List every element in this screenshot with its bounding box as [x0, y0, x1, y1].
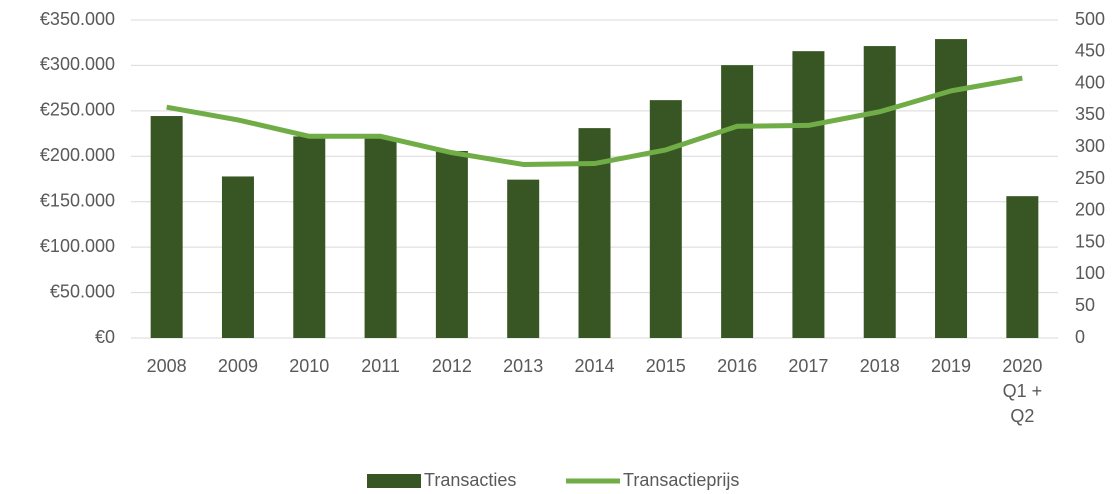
x-tick-label: 2020 Q1 + Q2 [1002, 356, 1043, 426]
x-tick-label: 2011 [361, 356, 400, 376]
y-tick-label: €200.000 [40, 145, 115, 165]
bar [649, 100, 682, 338]
x-tick-label-box: 2009 [217, 356, 258, 376]
x-tick-label-box: 2010 [289, 356, 330, 376]
x-tick-label: 2016 [717, 356, 758, 376]
bar [150, 116, 183, 338]
y2-tick-label: 200 [1075, 200, 1105, 220]
y-tick-label: €350.000 [40, 9, 115, 29]
x-tick-label-box: 2013 [503, 356, 544, 376]
legend-swatch [367, 474, 421, 488]
bar [721, 65, 754, 338]
y2-tick-label: 100 [1075, 263, 1105, 283]
bar [293, 136, 326, 338]
x-tick-label: 2018 [859, 356, 900, 376]
legend-label: Transactieprijs [623, 470, 739, 490]
x-tick-label: 2009 [217, 356, 258, 376]
bar [792, 51, 825, 338]
x-tick-label-box: 2015 [645, 356, 686, 376]
y2-tick-label: 450 [1075, 41, 1105, 61]
line [166, 75, 1023, 167]
y-tick-label: €250.000 [40, 100, 115, 120]
x-tick-label-box: 2019 [931, 356, 972, 376]
bar [935, 39, 968, 338]
bar [221, 176, 254, 338]
x-tick-label-box: 2014 [574, 356, 615, 376]
y-tick-label: €100.000 [40, 236, 115, 256]
x-tick-label-box: 2011 [361, 356, 400, 376]
x-tick-label-box: 2016 [717, 356, 758, 376]
x-tick-label-box: 2017 [788, 356, 829, 376]
y2-tick-label: 50 [1075, 295, 1095, 315]
x-tick-label: 2008 [146, 356, 187, 376]
bar [1006, 196, 1039, 338]
x-tick-label: 2017 [788, 356, 829, 376]
y2-tick-label: 350 [1075, 104, 1105, 124]
legend: Transacties Transactieprijs [367, 470, 739, 490]
x-tick-label: 2019 [931, 356, 972, 376]
bar [364, 138, 397, 338]
bar [863, 46, 896, 339]
x-tick-label-box: 2020 Q1 + Q2 [1002, 356, 1043, 426]
bar [507, 179, 540, 338]
bar [435, 151, 468, 338]
x-tick-label: 2010 [289, 356, 330, 376]
y2-tick-label: 150 [1075, 231, 1105, 251]
y-tick-label: €300.000 [40, 54, 115, 74]
y2-tick-label: 300 [1075, 136, 1105, 156]
x-tick-label: 2015 [645, 356, 686, 376]
y2-tick-label: 250 [1075, 168, 1105, 188]
x-tick-label: 2013 [503, 356, 544, 376]
y-tick-label: €0 [95, 327, 115, 347]
x-tick-label: 2014 [574, 356, 615, 376]
x-tick-label-box: 2008 [146, 356, 187, 376]
y2-tick-label: 500 [1075, 9, 1105, 29]
x-tick-label-box: 2018 [859, 356, 900, 376]
y-tick-label: €150.000 [40, 190, 115, 210]
y2-tick-label: 0 [1075, 327, 1085, 347]
y-tick-label: €50.000 [50, 281, 115, 301]
x-tick-label: 2012 [431, 356, 472, 376]
y2-tick-label: 400 [1075, 72, 1105, 92]
legend-label: Transacties [424, 470, 516, 490]
x-tick-label-box: 2012 [431, 356, 472, 376]
